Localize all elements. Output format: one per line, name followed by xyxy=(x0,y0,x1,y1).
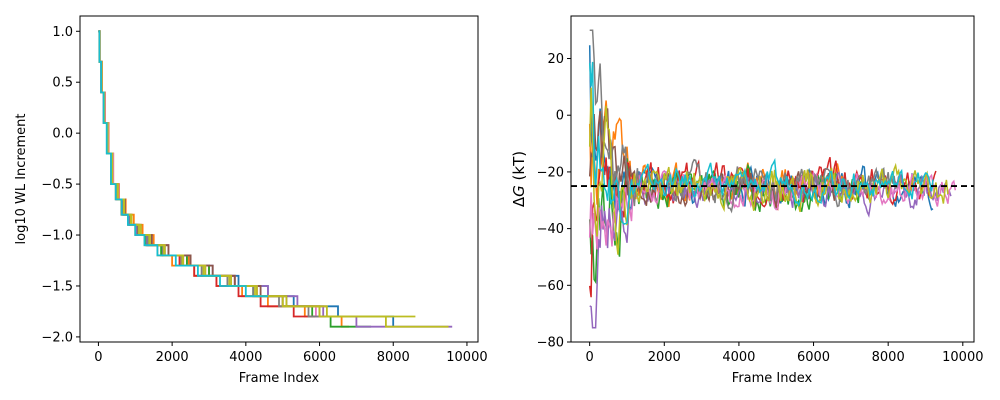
y-tick-label: 0 xyxy=(556,109,564,124)
series-line xyxy=(98,30,268,298)
delta-g-chart: 0 2000 4000 6000 8000 10000 20 0 −20 −40 −60 −80 F… xyxy=(510,15,983,386)
y-tick-label: 0.5 xyxy=(52,76,73,91)
y-axis-label-delta: Δ xyxy=(510,196,528,207)
x-axis-ticks: 0 2000 4000 6000 8000 10000 xyxy=(586,342,983,365)
series-line xyxy=(588,169,957,250)
x-tick-label: 2000 xyxy=(156,350,189,365)
axes-frame xyxy=(570,15,975,343)
x-tick-label: 8000 xyxy=(872,350,905,365)
x-axis-ticks: 0 2000 4000 6000 8000 10000 xyxy=(94,342,488,365)
x-tick-label: 4000 xyxy=(229,350,262,365)
x-tick-label: 4000 xyxy=(722,350,755,365)
axes-frame xyxy=(79,15,479,343)
series-group xyxy=(98,30,453,328)
series-group xyxy=(588,29,957,329)
x-tick-label: 0 xyxy=(94,350,102,365)
x-axis-label: Frame Index xyxy=(239,371,320,386)
y-tick-label: −80 xyxy=(537,336,564,351)
series-line xyxy=(589,29,900,214)
y-tick-label: −1.5 xyxy=(41,279,73,294)
y-tick-label: −60 xyxy=(537,279,564,294)
y-tick-label: −0.5 xyxy=(41,178,73,193)
x-tick-label: 2000 xyxy=(648,350,681,365)
y-tick-label: −1.0 xyxy=(41,229,73,244)
y-axis-label: ΔG (kT) xyxy=(510,151,528,207)
y-tick-label: 0.0 xyxy=(52,127,73,142)
y-axis-label: log10 WL Increment xyxy=(14,114,29,245)
y-tick-label: 1.0 xyxy=(52,25,73,40)
x-tick-label: 10000 xyxy=(942,350,983,365)
y-tick-label: −40 xyxy=(537,222,564,237)
series-line xyxy=(588,145,937,298)
y-axis-ticks: 20 0 −20 −40 −60 −80 xyxy=(537,52,571,351)
series-line xyxy=(588,61,934,225)
y-axis-label-unit: (kT) xyxy=(510,151,528,185)
x-tick-label: 8000 xyxy=(377,350,410,365)
x-tick-label: 10000 xyxy=(446,350,487,365)
x-axis-label: Frame Index xyxy=(732,371,813,386)
y-tick-label: −20 xyxy=(537,165,564,180)
x-tick-label: 0 xyxy=(586,350,594,365)
x-tick-label: 6000 xyxy=(303,350,336,365)
y-axis-label-var: G xyxy=(510,185,528,197)
y-tick-label: −2.0 xyxy=(41,330,73,345)
wl-increment-chart: 0 2000 4000 6000 8000 10000 1.0 0.5 0.0 −0.5 −1.0… xyxy=(14,15,488,386)
plot-area xyxy=(80,16,478,342)
y-axis-ticks: 1.0 0.5 0.0 −0.5 −1.0 −1.5 −2.0 xyxy=(41,25,80,345)
y-tick-label: 20 xyxy=(547,52,564,67)
x-tick-label: 6000 xyxy=(797,350,830,365)
